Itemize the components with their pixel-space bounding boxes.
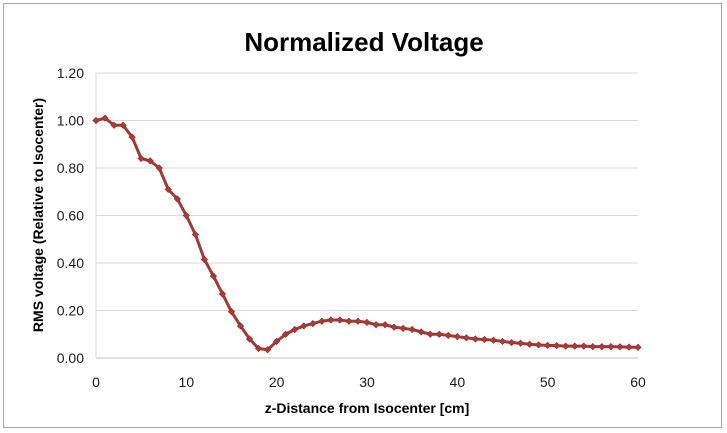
data-point — [544, 341, 552, 350]
data-point — [489, 336, 498, 344]
x-tick-label: 30 — [359, 374, 375, 390]
data-point — [336, 316, 344, 324]
data-point — [110, 121, 118, 129]
data-point — [363, 318, 371, 326]
x-tick-label: 50 — [540, 374, 556, 390]
data-point — [245, 335, 254, 343]
data-point — [562, 342, 570, 350]
data-point — [390, 323, 398, 331]
data-point — [318, 317, 326, 325]
data-point — [101, 114, 109, 122]
x-tick-label: 10 — [179, 374, 195, 390]
data-point — [128, 133, 136, 141]
x-tick-label: 0 — [92, 374, 100, 390]
data-point — [264, 346, 272, 354]
data-point — [625, 343, 633, 351]
data-point — [607, 342, 615, 351]
data-point — [282, 330, 290, 338]
y-tick-label: 0.80 — [57, 160, 84, 176]
series-layer — [92, 114, 642, 354]
data-point — [146, 157, 154, 165]
data-point — [435, 330, 443, 338]
data-point — [236, 322, 245, 330]
x-tick-labels: 0 10 20 30 40 50 60 — [92, 374, 646, 390]
data-point — [227, 308, 236, 316]
data-point — [553, 342, 561, 350]
data-point — [354, 317, 362, 325]
gridlines — [96, 72, 638, 311]
data-point — [254, 344, 263, 353]
data-point — [164, 185, 172, 193]
data-point — [372, 321, 380, 329]
data-point — [309, 319, 317, 328]
data-point — [173, 195, 181, 203]
data-point — [137, 154, 145, 163]
data-point — [399, 324, 407, 332]
y-tick-label: 0.40 — [57, 255, 84, 271]
data-point — [535, 341, 543, 349]
data-point — [119, 121, 127, 129]
y-tick-label: 0.00 — [57, 350, 84, 366]
data-point — [218, 290, 227, 298]
y-tick-label: 0.60 — [57, 208, 84, 224]
data-point — [291, 325, 299, 334]
data-point — [571, 342, 579, 350]
data-point — [92, 116, 100, 125]
data-point — [209, 272, 218, 280]
data-point — [417, 328, 425, 336]
data-point — [580, 342, 588, 350]
data-point — [462, 334, 470, 342]
y-tick-label: 1.00 — [57, 113, 84, 129]
x-axis-label: z-Distance from Isocenter [cm] — [265, 400, 470, 416]
data-point — [381, 321, 389, 329]
y-tick-label: 1.20 — [57, 65, 84, 81]
data-point — [426, 330, 434, 338]
x-tick-label: 60 — [630, 374, 646, 390]
data-point — [634, 343, 642, 351]
data-point — [480, 335, 489, 344]
y-tick-labels: 0.00 0.20 0.40 0.60 0.80 1.00 1.20 — [57, 65, 84, 366]
data-point — [444, 331, 452, 340]
series-line — [95, 116, 639, 352]
data-point — [453, 333, 461, 341]
data-point — [345, 317, 353, 325]
data-point — [155, 164, 163, 172]
data-point — [273, 337, 281, 345]
data-point — [507, 338, 516, 347]
data-point — [471, 335, 480, 343]
data-point — [300, 322, 308, 330]
data-point — [525, 340, 534, 348]
data-point — [182, 211, 190, 220]
y-axis-label: RMS voltage (Relative to Isocenter) — [30, 98, 46, 332]
data-point — [498, 337, 507, 345]
data-point — [516, 339, 525, 347]
x-tick-label: 20 — [269, 374, 285, 390]
y-tick-label: 0.20 — [57, 303, 84, 319]
chart-title: Normalized Voltage — [244, 27, 483, 57]
data-point — [589, 342, 597, 351]
data-point — [598, 342, 606, 351]
data-point — [408, 325, 416, 334]
data-point — [616, 343, 624, 351]
data-point — [191, 230, 199, 239]
data-point — [327, 316, 335, 324]
data-point — [200, 255, 209, 264]
x-tick-label: 40 — [450, 374, 466, 390]
